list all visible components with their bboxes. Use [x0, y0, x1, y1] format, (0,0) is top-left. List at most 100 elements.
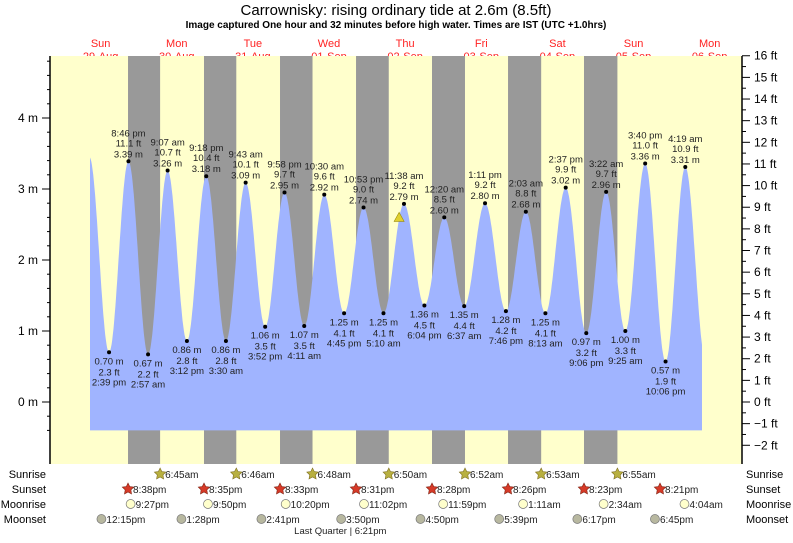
extreme-ft: 9.7 ft	[596, 169, 617, 180]
extreme-point	[223, 338, 228, 343]
extreme-ft: 9.6 ft	[314, 172, 335, 183]
day-label-dow: Mon	[699, 38, 720, 50]
day-label-dow: Wed	[318, 38, 340, 50]
row-label-right-sunrise: Sunrise	[746, 469, 783, 481]
extreme-time: 4:11 am	[287, 351, 321, 362]
extreme-m: 0.97 m	[572, 337, 601, 348]
row-label-sunrise: Sunrise	[9, 469, 46, 481]
left-tick-label: 4 m	[18, 111, 38, 125]
day-label-dow: Thu	[396, 38, 415, 50]
left-tick-label: 3 m	[18, 182, 38, 196]
extreme-time: 9:43 am	[228, 150, 262, 161]
day-label-dow: Sat	[549, 38, 566, 50]
moonset-icon	[494, 514, 505, 524]
extreme-point	[282, 190, 287, 195]
extreme-m: 3.02 m	[551, 176, 580, 187]
extreme-ft: 4.1 ft	[373, 328, 394, 339]
extreme-point	[126, 159, 131, 164]
extreme-m: 0.57 m	[651, 366, 680, 377]
extreme-m: 3.36 m	[631, 151, 660, 162]
extreme-m: 0.70 m	[95, 356, 124, 367]
moonrise-icon	[203, 499, 213, 509]
extreme-ft: 11.1 ft	[116, 138, 142, 149]
extreme-m: 3.39 m	[114, 149, 143, 160]
extreme-m: 0.86 m	[172, 345, 201, 356]
moonset-icon	[415, 514, 426, 524]
axes: 0 m 1 m 2 m 3 m 4 m −2 ft −1 ft 0 ft 1 ft 2 ft 3 f…	[18, 49, 778, 464]
extreme-time: 2:57 am	[131, 379, 165, 390]
extreme-time: 6:37 am	[447, 331, 481, 342]
extreme-m: 3.18 m	[192, 164, 221, 175]
sunrise-time: 6:48am	[318, 470, 351, 481]
extreme-ft: 2.3 ft	[98, 367, 119, 378]
sunset-icon	[653, 482, 667, 495]
extreme-time: 3:12 pm	[170, 366, 204, 377]
extreme-ft: 4.4 ft	[454, 321, 475, 332]
extreme-ft: 8.5 ft	[434, 194, 455, 205]
sunset-time: 8:26pm	[513, 485, 546, 496]
extreme-ft: 1.9 ft	[655, 377, 676, 388]
right-tick-label: 4 ft	[754, 308, 771, 322]
extreme-point	[604, 189, 609, 194]
extreme-ft: 9.0 ft	[353, 184, 374, 195]
extreme-ft: 8.8 ft	[515, 189, 536, 200]
extreme-ft: 3.3 ft	[615, 346, 636, 357]
extreme-point	[322, 192, 327, 197]
extreme-m: 1.25 m	[531, 317, 560, 328]
sunset-time: 8:33pm	[285, 485, 318, 496]
right-tick-label: 6 ft	[754, 265, 771, 279]
sunset-icon	[425, 482, 439, 495]
moonset-time: 3:50pm	[346, 515, 379, 526]
sunset-time: 8:21pm	[665, 485, 698, 496]
extreme-m: 0.67 m	[134, 358, 163, 369]
extreme-m: 2.79 m	[389, 192, 418, 203]
extreme-time: 9:58 pm	[267, 160, 301, 171]
moonset-icon	[650, 514, 660, 524]
right-tick-label: 13 ft	[754, 114, 778, 128]
moonrise-icon	[518, 499, 528, 509]
right-tick-label: 12 ft	[754, 135, 778, 149]
extreme-point	[563, 185, 568, 190]
extreme-point	[543, 311, 548, 316]
row-label-sunset: Sunset	[12, 484, 46, 496]
extreme-time: 3:52 pm	[248, 352, 282, 363]
sunrise-icon	[153, 467, 167, 480]
extreme-time: 7:46 pm	[489, 336, 523, 347]
extreme-m: 2.68 m	[511, 200, 540, 211]
sunset-time: 8:23pm	[589, 485, 622, 496]
sunrise-time: 6:45am	[165, 470, 198, 481]
moonrise-time: 11:59pm	[448, 500, 486, 511]
row-label-moonset: Moonset	[4, 514, 46, 526]
extreme-point	[663, 359, 668, 364]
sunset-time: 8:28pm	[437, 485, 470, 496]
extreme-time: 4:45 pm	[327, 338, 361, 349]
extreme-time: 2:37 pm	[549, 155, 583, 166]
extreme-m: 1.07 m	[290, 330, 319, 341]
sunset-time: 8:31pm	[361, 485, 394, 496]
moonrise-time: 9:27pm	[136, 500, 169, 511]
extreme-time: 3:30 am	[209, 366, 243, 377]
day-label-dow: Fri	[475, 38, 488, 50]
sunset-icon	[501, 482, 515, 495]
extreme-point	[361, 205, 366, 210]
extreme-m: 3.26 m	[153, 159, 182, 170]
right-tick-label: 7 ft	[754, 244, 771, 258]
extreme-m: 1.35 m	[450, 310, 479, 321]
right-tick-label: 3 ft	[754, 330, 771, 344]
extreme-point	[442, 215, 447, 220]
moon-phase-label: Last Quarter | 6:21pm	[294, 526, 386, 537]
extreme-point	[204, 174, 209, 179]
day-label-dow: Sun	[91, 38, 111, 50]
moonset-time: 1:28pm	[186, 515, 219, 526]
moonrise-icon	[598, 499, 609, 509]
sunset-time: 8:38pm	[133, 485, 166, 496]
extreme-ft: 9.9 ft	[555, 165, 576, 176]
moonset-time: 4:50pm	[425, 515, 458, 526]
day-label-dow: Tue	[244, 38, 263, 50]
extreme-m: 3.31 m	[671, 155, 700, 166]
extreme-m: 2.92 m	[310, 183, 339, 194]
right-tick-label: 5 ft	[754, 287, 771, 301]
extreme-time: 6:04 pm	[407, 330, 441, 341]
extreme-point	[165, 168, 170, 173]
